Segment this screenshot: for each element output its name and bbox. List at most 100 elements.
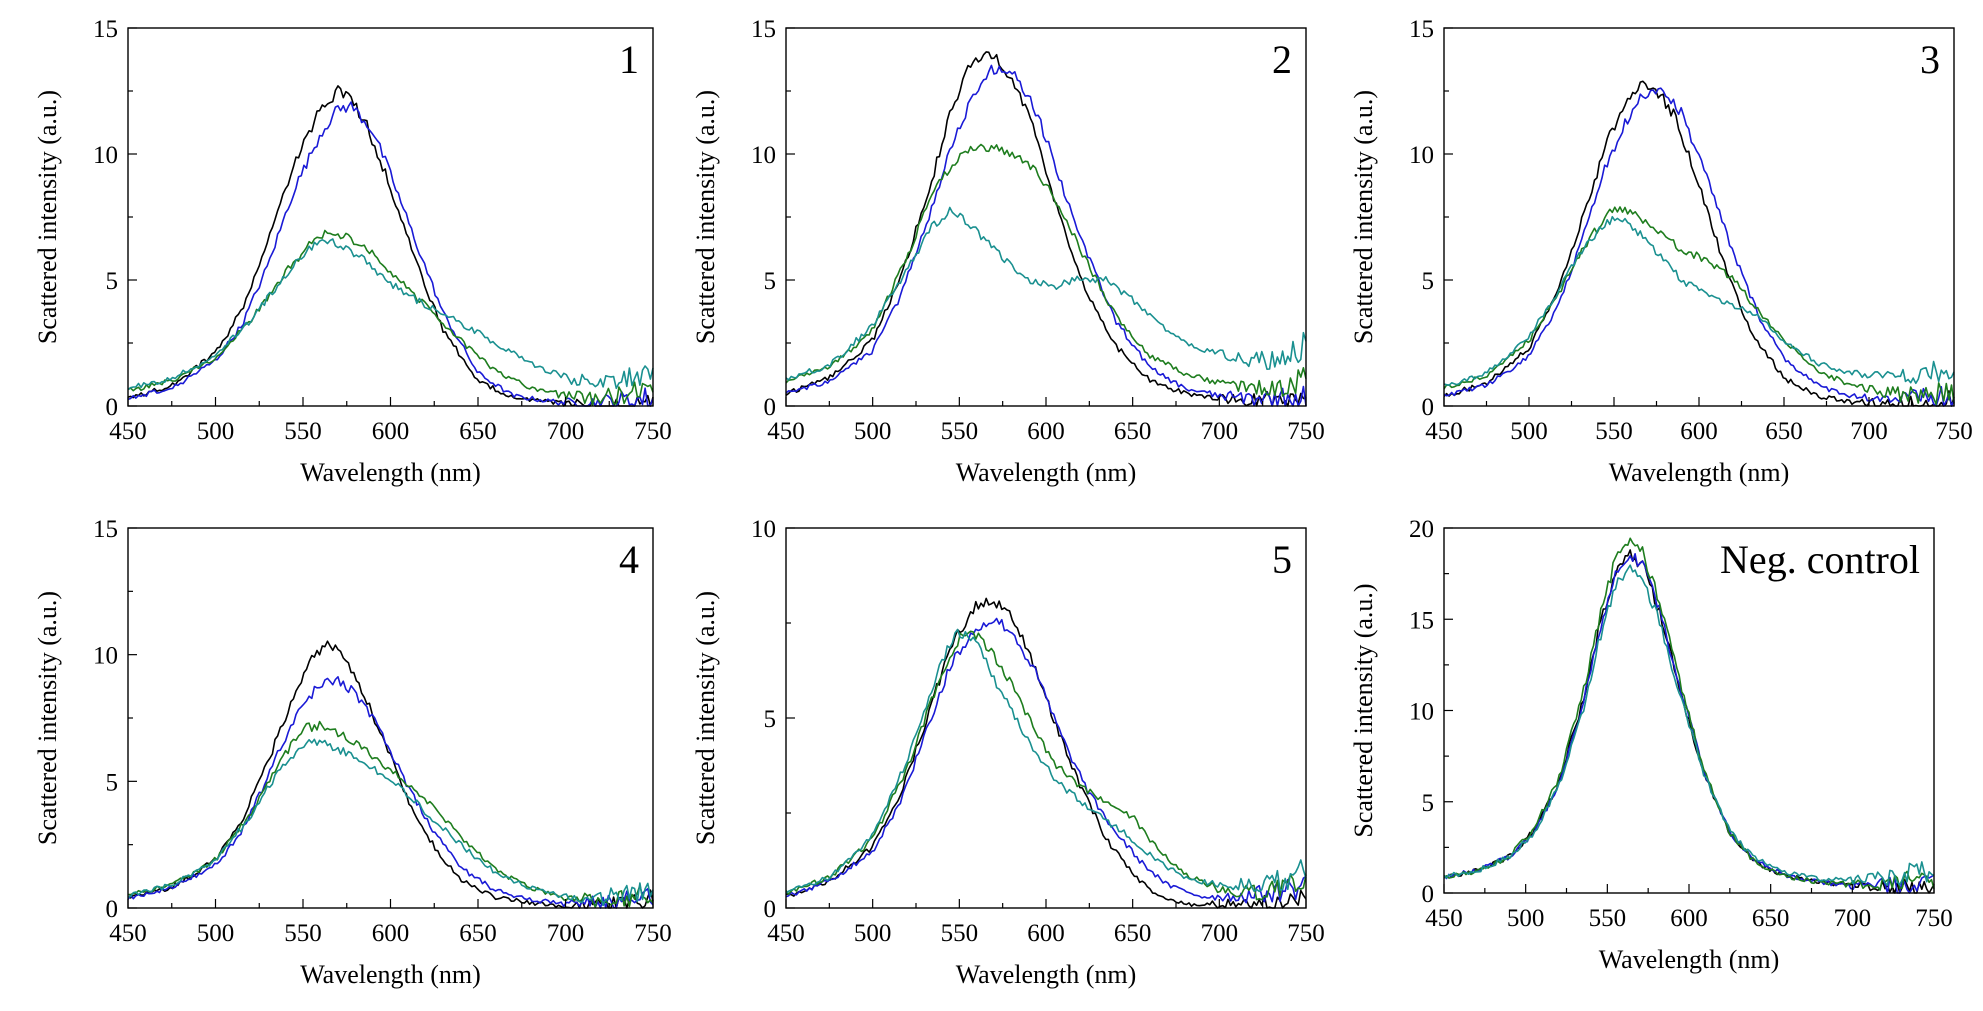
panel-label: 1 bbox=[619, 37, 639, 82]
series-line-3 bbox=[785, 630, 1307, 901]
x-tick-label: 700 bbox=[1850, 418, 1888, 445]
series-line-1 bbox=[127, 640, 654, 909]
x-tick-label: 750 bbox=[1287, 418, 1325, 445]
x-tick-label: 750 bbox=[634, 920, 672, 947]
y-tick-label: 5 bbox=[1422, 790, 1435, 817]
x-tick-label: 450 bbox=[1425, 418, 1463, 445]
panel-label: 4 bbox=[619, 537, 639, 582]
chart-panel-1: 450 500 550 600 650 700 750 0 5 10 15 Wavelength (n… bbox=[33, 16, 672, 487]
y-tick-label: 15 bbox=[751, 16, 776, 43]
series-line-1 bbox=[1443, 549, 1935, 894]
y-tick-label: 10 bbox=[1409, 699, 1434, 726]
series-line-4 bbox=[127, 738, 654, 907]
series-line-2 bbox=[1443, 87, 1955, 407]
y-tick-label: 5 bbox=[764, 706, 777, 733]
y-tick-label: 5 bbox=[106, 268, 119, 295]
x-axis-label: Wavelength (nm) bbox=[1609, 458, 1790, 487]
x-tick-label: 500 bbox=[854, 920, 892, 947]
chart-panel-4: 450 500 550 600 650 700 750 0 5 10 15 Wavelength (n… bbox=[33, 516, 672, 989]
x-tick-label: 650 bbox=[459, 418, 497, 445]
series-line-3 bbox=[128, 720, 654, 908]
plot-frame bbox=[1443, 527, 1935, 894]
x-tick-label: 750 bbox=[1935, 418, 1973, 445]
x-tick-label: 450 bbox=[767, 920, 805, 947]
y-axis-label: Scattered intensity (a.u.) bbox=[33, 90, 62, 344]
panel-label: 3 bbox=[1920, 37, 1940, 82]
y-tick-label: 15 bbox=[93, 516, 118, 543]
chart-panel-2: 450 500 550 600 650 700 750 0 5 10 15 Wavelength (n… bbox=[691, 16, 1325, 487]
x-tick-label: 600 bbox=[1670, 905, 1708, 932]
series-line-4 bbox=[785, 628, 1307, 894]
y-tick-label: 10 bbox=[1409, 142, 1434, 169]
x-axis-label: Wavelength (nm) bbox=[300, 960, 481, 989]
series-line-3 bbox=[785, 143, 1307, 397]
x-tick-label: 550 bbox=[284, 418, 322, 445]
x-tick-label: 650 bbox=[1752, 905, 1790, 932]
panel-label: 2 bbox=[1272, 37, 1292, 82]
y-tick-label: 0 bbox=[764, 896, 777, 923]
x-tick-label: 500 bbox=[197, 920, 235, 947]
x-tick-label: 600 bbox=[1027, 418, 1065, 445]
x-tick-label: 500 bbox=[854, 418, 892, 445]
y-tick-label: 0 bbox=[106, 896, 119, 923]
plot-frame bbox=[127, 527, 654, 909]
panel-label: 5 bbox=[1272, 537, 1292, 582]
panel-label: Neg. control bbox=[1720, 537, 1920, 582]
chart-panel-6: 450 500 550 600 650 700 750 0 5 10 15 20 Wavelength … bbox=[1349, 516, 1953, 974]
x-tick-label: 550 bbox=[1589, 905, 1627, 932]
x-tick-label: 700 bbox=[547, 920, 585, 947]
series-line-2 bbox=[785, 64, 1307, 407]
x-tick-label: 550 bbox=[941, 920, 979, 947]
x-tick-label: 550 bbox=[1595, 418, 1633, 445]
series-line-4 bbox=[785, 206, 1307, 381]
x-tick-label: 550 bbox=[284, 920, 322, 947]
y-tick-label: 0 bbox=[1422, 394, 1435, 421]
series-line-1 bbox=[785, 597, 1307, 909]
x-tick-label: 600 bbox=[372, 920, 410, 947]
series-line-1 bbox=[785, 51, 1307, 407]
y-tick-label: 5 bbox=[764, 268, 777, 295]
y-tick-label: 10 bbox=[93, 142, 118, 169]
y-tick-label: 15 bbox=[1409, 607, 1434, 634]
y-tick-label: 5 bbox=[1422, 268, 1435, 295]
y-axis-label: Scattered intensity (a.u.) bbox=[691, 591, 720, 845]
x-tick-label: 750 bbox=[1287, 920, 1325, 947]
x-axis-label: Wavelength (nm) bbox=[956, 960, 1137, 989]
x-tick-label: 650 bbox=[1114, 418, 1152, 445]
x-axis-label: Wavelength (nm) bbox=[1599, 945, 1780, 974]
plot-frame bbox=[127, 27, 654, 407]
plot-frame bbox=[785, 27, 1307, 407]
x-tick-label: 500 bbox=[1507, 905, 1545, 932]
y-axis-label: Scattered intensity (a.u.) bbox=[33, 591, 62, 845]
chart-panel-3: 450 500 550 600 650 700 750 0 5 10 15 Wavelength (n… bbox=[1349, 16, 1973, 487]
series-line-2 bbox=[785, 617, 1307, 904]
x-tick-label: 650 bbox=[1114, 920, 1152, 947]
y-tick-label: 0 bbox=[764, 394, 777, 421]
x-tick-label: 600 bbox=[1680, 418, 1718, 445]
x-tick-label: 650 bbox=[1765, 418, 1803, 445]
x-tick-label: 600 bbox=[372, 418, 410, 445]
series-line-3 bbox=[1443, 206, 1955, 406]
series-line-1 bbox=[1443, 80, 1955, 407]
plot-frame bbox=[1443, 27, 1955, 407]
x-axis-label: Wavelength (nm) bbox=[300, 458, 481, 487]
series-line-4 bbox=[127, 238, 654, 391]
series-line-2 bbox=[127, 675, 654, 909]
y-tick-label: 20 bbox=[1409, 516, 1434, 543]
y-tick-label: 10 bbox=[751, 516, 776, 543]
x-tick-label: 750 bbox=[1915, 905, 1953, 932]
series-line-4 bbox=[1443, 215, 1955, 387]
x-tick-label: 450 bbox=[1425, 905, 1463, 932]
x-tick-label: 700 bbox=[1834, 905, 1872, 932]
x-tick-label: 750 bbox=[634, 418, 672, 445]
x-axis-label: Wavelength (nm) bbox=[956, 458, 1137, 487]
x-tick-label: 450 bbox=[109, 418, 147, 445]
chart-panel-5: 450 500 550 600 650 700 750 0 5 10 Wavelength (nm)… bbox=[691, 516, 1325, 989]
y-tick-label: 10 bbox=[751, 142, 776, 169]
x-tick-label: 650 bbox=[459, 920, 497, 947]
series-line-3 bbox=[1443, 537, 1935, 891]
y-tick-label: 15 bbox=[1409, 16, 1434, 43]
x-tick-label: 450 bbox=[109, 920, 147, 947]
y-tick-label: 15 bbox=[93, 16, 118, 43]
